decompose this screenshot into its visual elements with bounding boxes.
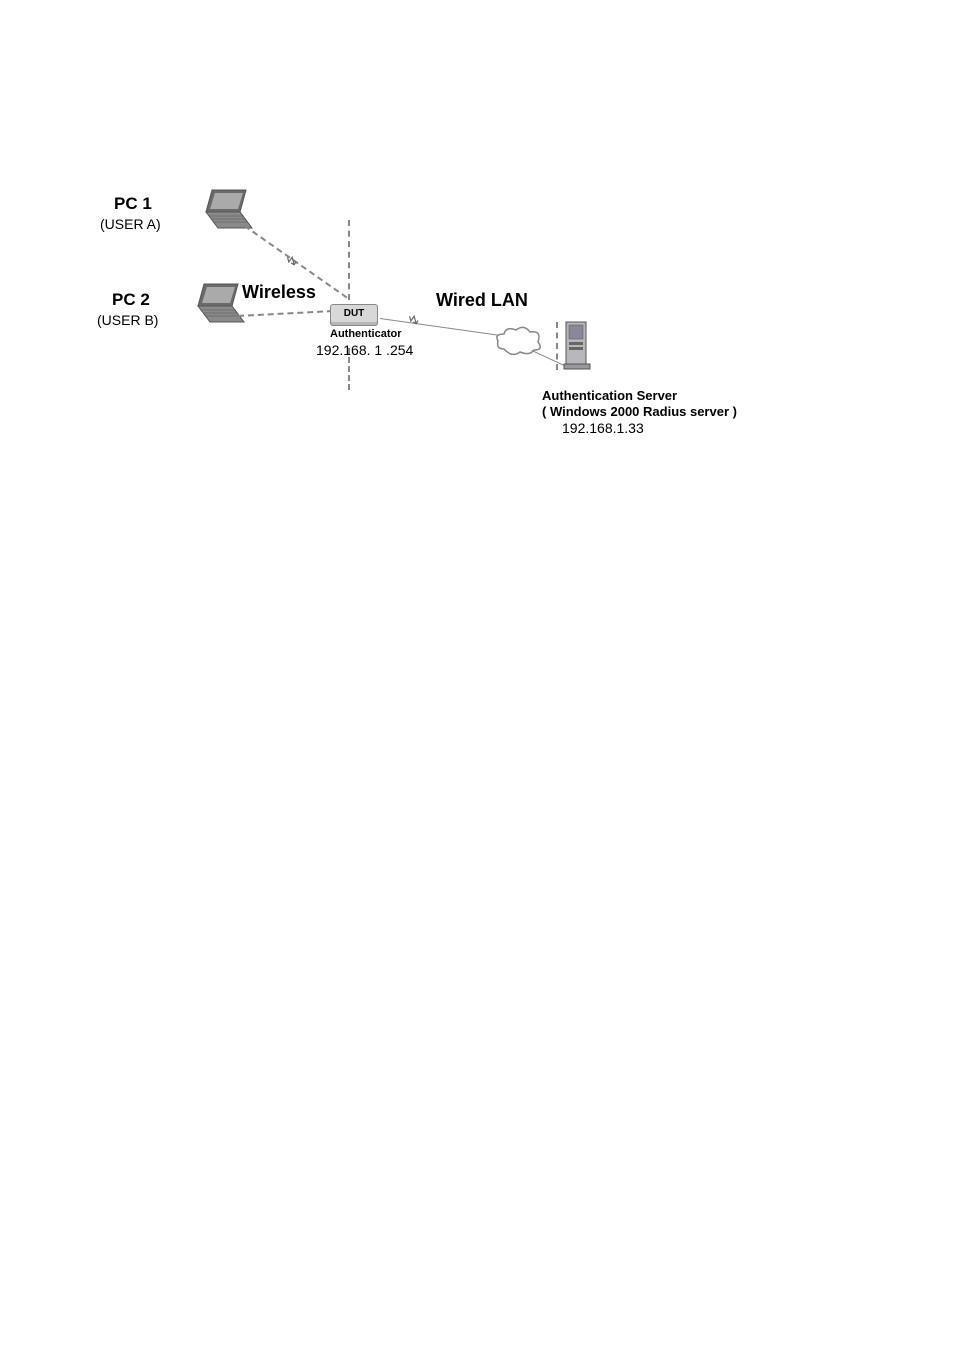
server-label-line2: ( Windows 2000 Radius server ) [542,404,737,419]
pc1-label-line1: PC 1 [114,194,152,214]
wired-lan-label: Wired LAN [436,290,528,311]
laptop-pc2-icon [186,282,246,332]
lightning-icon-2: ↯ [405,310,423,330]
pc1-label-line2: (USER A) [100,216,161,232]
vertical-divider-2 [556,322,558,370]
laptop-pc1-icon [194,188,254,238]
dut-sublabel: Authenticator [330,328,402,340]
network-diagram: PC 1 (USER A) PC 2 (USER B) Wireless ↯ D… [90,170,790,450]
wireless-label: Wireless [242,282,316,303]
pc2-label-line2: (USER B) [97,312,158,328]
pc2-label-line1: PC 2 [112,290,150,310]
server-icon [562,318,592,373]
lightning-icon: ↯ [283,251,301,271]
cloud-icon [494,324,544,359]
dut-ip: 192.168. 1 .254 [316,342,413,358]
edge-pc2-dut [238,310,333,317]
server-label-line1: Authentication Server [542,388,677,403]
router-dut-icon: DUT [330,304,378,326]
server-ip: 192.168.1.33 [562,420,644,436]
vertical-divider [348,220,350,300]
